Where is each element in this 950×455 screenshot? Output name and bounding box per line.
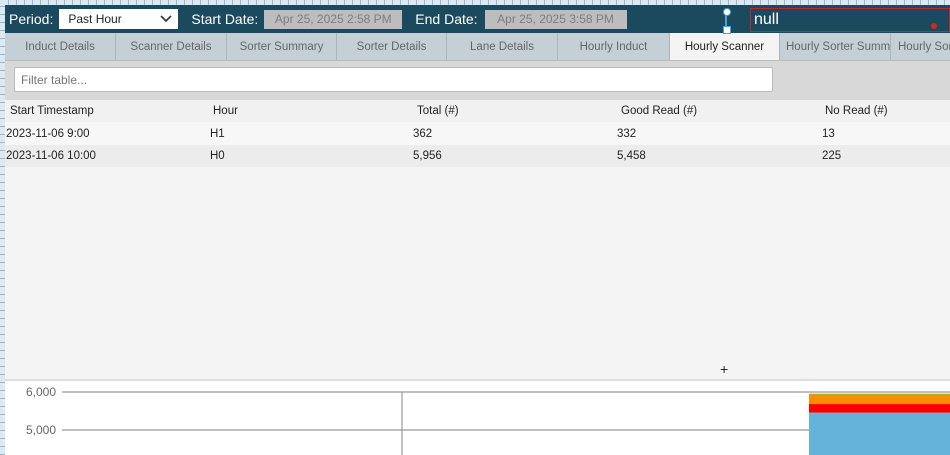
cell-hour: H1 bbox=[210, 127, 225, 140]
period-select[interactable]: Past Hour bbox=[59, 9, 179, 29]
bar-segment[interactable] bbox=[809, 404, 950, 413]
tab-hourly-induct[interactable]: Hourly Induct bbox=[558, 33, 670, 60]
column-header-no-read[interactable]: No Read (#) bbox=[825, 105, 888, 117]
red-dot-marker bbox=[931, 23, 937, 29]
table-header: Start Timestamp Hour Total (#) Good Read… bbox=[5, 100, 950, 122]
ruler-left bbox=[0, 0, 5, 455]
tab-induct-details[interactable]: Induct Details bbox=[5, 33, 116, 60]
table-row[interactable]: 2023-11-06 9:00 H1 362 332 13 bbox=[5, 122, 950, 145]
null-text: null bbox=[754, 11, 779, 28]
tab-hourly-scanner[interactable]: Hourly Scanner bbox=[670, 33, 780, 60]
null-text-box: null bbox=[750, 8, 950, 32]
tab-scanner-details[interactable]: Scanner Details bbox=[116, 33, 227, 60]
cell-hour: H0 bbox=[210, 150, 225, 162]
cell-start-timestamp: 2023-11-06 10:00 bbox=[6, 150, 96, 162]
table-row[interactable]: 2023-11-06 10:00 H0 5,956 5,458 225 bbox=[5, 145, 950, 167]
start-date-input[interactable]: Apr 25, 2025 2:58 PM bbox=[264, 9, 403, 29]
column-header-hour[interactable]: Hour bbox=[213, 105, 238, 117]
y-tick-label: 5,000 bbox=[26, 423, 56, 437]
filter-bar bbox=[5, 61, 950, 100]
cell-no-read: 225 bbox=[822, 150, 842, 162]
end-date-input[interactable]: Apr 25, 2025 3:58 PM bbox=[484, 9, 627, 29]
tab-lane-details[interactable]: Lane Details bbox=[447, 33, 558, 60]
resize-handle[interactable] bbox=[723, 8, 731, 34]
tab-hourly-sorter-details[interactable]: Hourly Sorter Details bbox=[891, 33, 950, 60]
chart-area: 6,000 5,000 bbox=[5, 379, 950, 455]
tab-hourly-sorter-summary[interactable]: Hourly Sorter Summary bbox=[780, 33, 891, 60]
bar-segment[interactable] bbox=[809, 412, 950, 455]
y-tick-label: 6,000 bbox=[26, 385, 56, 399]
bar-segment[interactable] bbox=[809, 393, 950, 395]
period-label: Period: bbox=[9, 11, 54, 27]
start-date-label: Start Date: bbox=[191, 11, 259, 27]
column-header-good-read[interactable]: Good Read (#) bbox=[621, 105, 698, 117]
tab-bar: Induct Details Scanner Details Sorter Su… bbox=[5, 33, 950, 61]
filter-table-input[interactable] bbox=[14, 67, 773, 92]
period-value: Past Hour bbox=[68, 12, 122, 26]
tab-sorter-summary[interactable]: Sorter Summary bbox=[227, 33, 337, 60]
chevron-down-icon bbox=[160, 15, 172, 23]
cell-start-timestamp: 2023-11-06 9:00 bbox=[6, 127, 90, 140]
stacked-bar-chart: 6,000 5,000 bbox=[26, 385, 950, 455]
cell-good-read: 5,458 bbox=[617, 150, 646, 162]
tab-sorter-details[interactable]: Sorter Details bbox=[337, 33, 447, 60]
cell-no-read: 13 bbox=[822, 127, 835, 140]
end-date-label: End Date: bbox=[415, 11, 478, 27]
cell-total: 5,956 bbox=[413, 150, 442, 162]
table-empty-area bbox=[5, 167, 950, 379]
column-header-start-timestamp[interactable]: Start Timestamp bbox=[10, 105, 94, 117]
bar-segment[interactable] bbox=[809, 394, 950, 405]
cell-total: 362 bbox=[413, 127, 433, 140]
cell-good-read: 332 bbox=[617, 127, 637, 140]
header-bar: Period: Past Hour Start Date: Apr 25, 20… bbox=[5, 5, 950, 33]
crosshair-cursor-icon: + bbox=[720, 361, 729, 377]
column-header-total[interactable]: Total (#) bbox=[417, 105, 459, 117]
ruler-top bbox=[0, 0, 950, 5]
